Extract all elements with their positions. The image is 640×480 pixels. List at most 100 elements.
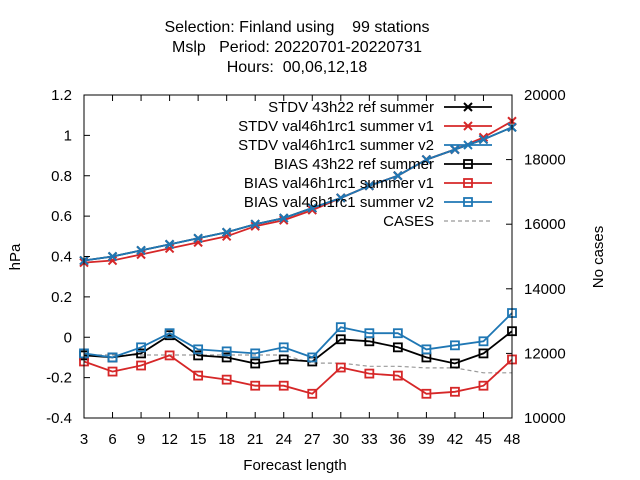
- data-point: [392, 328, 403, 339]
- data-point: [221, 374, 232, 385]
- series-6: [84, 354, 512, 374]
- data-point: [450, 358, 460, 369]
- y2-tick-label: 16000: [524, 216, 566, 233]
- y-tick-label: -0.4: [46, 410, 72, 427]
- data-point: [421, 388, 432, 399]
- data-point: [278, 354, 289, 365]
- legend-label: BIAS 43h22 ref summer: [274, 156, 434, 173]
- data-point: [450, 144, 460, 155]
- data-point: [335, 322, 346, 333]
- data-point: [250, 380, 261, 391]
- data-point: [193, 350, 204, 361]
- series-4: [79, 350, 517, 399]
- chart-title-line-1: Selection: Finland using 99 stations: [164, 19, 429, 36]
- x-tick-label: 39: [418, 431, 435, 448]
- x-axis-label: Forecast length: [243, 457, 346, 474]
- x-tick-label: 15: [190, 431, 207, 448]
- x-tick-label: 42: [447, 431, 464, 448]
- x-tick-label: 33: [361, 431, 378, 448]
- x-tick-label: 3: [80, 431, 88, 448]
- x-tick-label: 30: [332, 431, 349, 448]
- data-point: [193, 370, 204, 381]
- y2-axis-label: No cases: [590, 226, 607, 289]
- data-point: [221, 352, 232, 363]
- data-point: [164, 328, 175, 339]
- legend-marker: [463, 178, 473, 188]
- y-tick-label: 0: [64, 329, 72, 346]
- data-point: [478, 134, 489, 145]
- legend: STDV 43h22 ref summer STDV val46h1rc1 sum…: [238, 99, 492, 230]
- data-point: [250, 348, 261, 359]
- y-tick-label: -0.2: [46, 370, 72, 387]
- data-point: [136, 360, 146, 371]
- x-tick-label: 12: [161, 431, 178, 448]
- chart-title-line-3: Hours: 00,06,12,18: [227, 59, 368, 76]
- series-line: [83, 330, 513, 365]
- data-point: [393, 171, 403, 181]
- legend-marker: [463, 102, 473, 112]
- data-point: [279, 213, 289, 223]
- x-tick-label: 24: [275, 431, 292, 448]
- y-tick-label: 1: [64, 127, 72, 144]
- data-point: [221, 346, 232, 357]
- y2-tick-label: 14000: [524, 281, 566, 298]
- data-point: [336, 193, 346, 203]
- legend-marker: [463, 197, 473, 207]
- y-tick-label: 0.4: [51, 249, 72, 266]
- y2-tick-label: 20000: [524, 87, 566, 104]
- series-5: [79, 308, 517, 363]
- y-tick-label: 0.8: [51, 168, 72, 185]
- chart-title-line-2: Mslp Period: 20220701-20220731: [172, 39, 422, 56]
- legend-marker: [463, 159, 473, 169]
- legend-label: STDV val46h1rc1 summer v2: [238, 137, 434, 154]
- y-tick-label: 1.2: [51, 87, 72, 104]
- data-point: [421, 154, 432, 165]
- data-point: [478, 380, 489, 391]
- data-point: [478, 336, 489, 347]
- series-line: [83, 126, 513, 262]
- x-axis-ticks: 3 6 9 12 15 18 21 24 27 30 33 36 39 42 45 48: [80, 95, 521, 448]
- series-2: [79, 122, 517, 266]
- data-point: [335, 362, 346, 373]
- legend-label: STDV 43h22 ref summer: [268, 99, 434, 116]
- data-point: [250, 358, 261, 369]
- data-point: [136, 342, 146, 353]
- legend-label: STDV val46h1rc1 summer v1: [238, 118, 434, 135]
- legend-label: CASES: [383, 213, 434, 230]
- data-point: [335, 334, 346, 345]
- x-tick-label: 36: [390, 431, 407, 448]
- data-point: [450, 386, 460, 397]
- data-point: [193, 344, 204, 355]
- legend-label: BIAS val46h1rc1 summer v1: [244, 175, 434, 192]
- series-line: [83, 312, 513, 359]
- series-line: [83, 354, 513, 395]
- data-point: [107, 366, 118, 377]
- x-tick-label: 9: [137, 431, 145, 448]
- data-point: [307, 388, 318, 399]
- data-point: [250, 219, 260, 229]
- data-point: [107, 352, 118, 363]
- y-axis-label: hPa: [7, 243, 24, 270]
- y2-axis-ticks: 10000 12000 14000 16000 18000 20000: [506, 87, 566, 427]
- data-point: [107, 251, 118, 262]
- data-point: [478, 348, 489, 359]
- legend-marker: [463, 140, 473, 150]
- data-point: [392, 342, 403, 353]
- data-point: [450, 340, 460, 351]
- y2-tick-label: 10000: [524, 410, 566, 427]
- series-line: [84, 354, 512, 374]
- x-tick-label: 18: [218, 431, 235, 448]
- x-tick-label: 48: [504, 431, 521, 448]
- y2-tick-label: 12000: [524, 345, 566, 362]
- data-point: [421, 344, 432, 355]
- legend-label: BIAS val46h1rc1 summer v2: [244, 194, 434, 211]
- data-point: [307, 352, 318, 363]
- y2-tick-label: 18000: [524, 152, 566, 169]
- y-tick-label: 0.6: [51, 208, 72, 225]
- data-point: [193, 233, 203, 244]
- data-point: [307, 203, 317, 213]
- x-tick-label: 27: [304, 431, 321, 448]
- data-point: [364, 368, 375, 379]
- y-tick-label: 0.2: [51, 289, 72, 306]
